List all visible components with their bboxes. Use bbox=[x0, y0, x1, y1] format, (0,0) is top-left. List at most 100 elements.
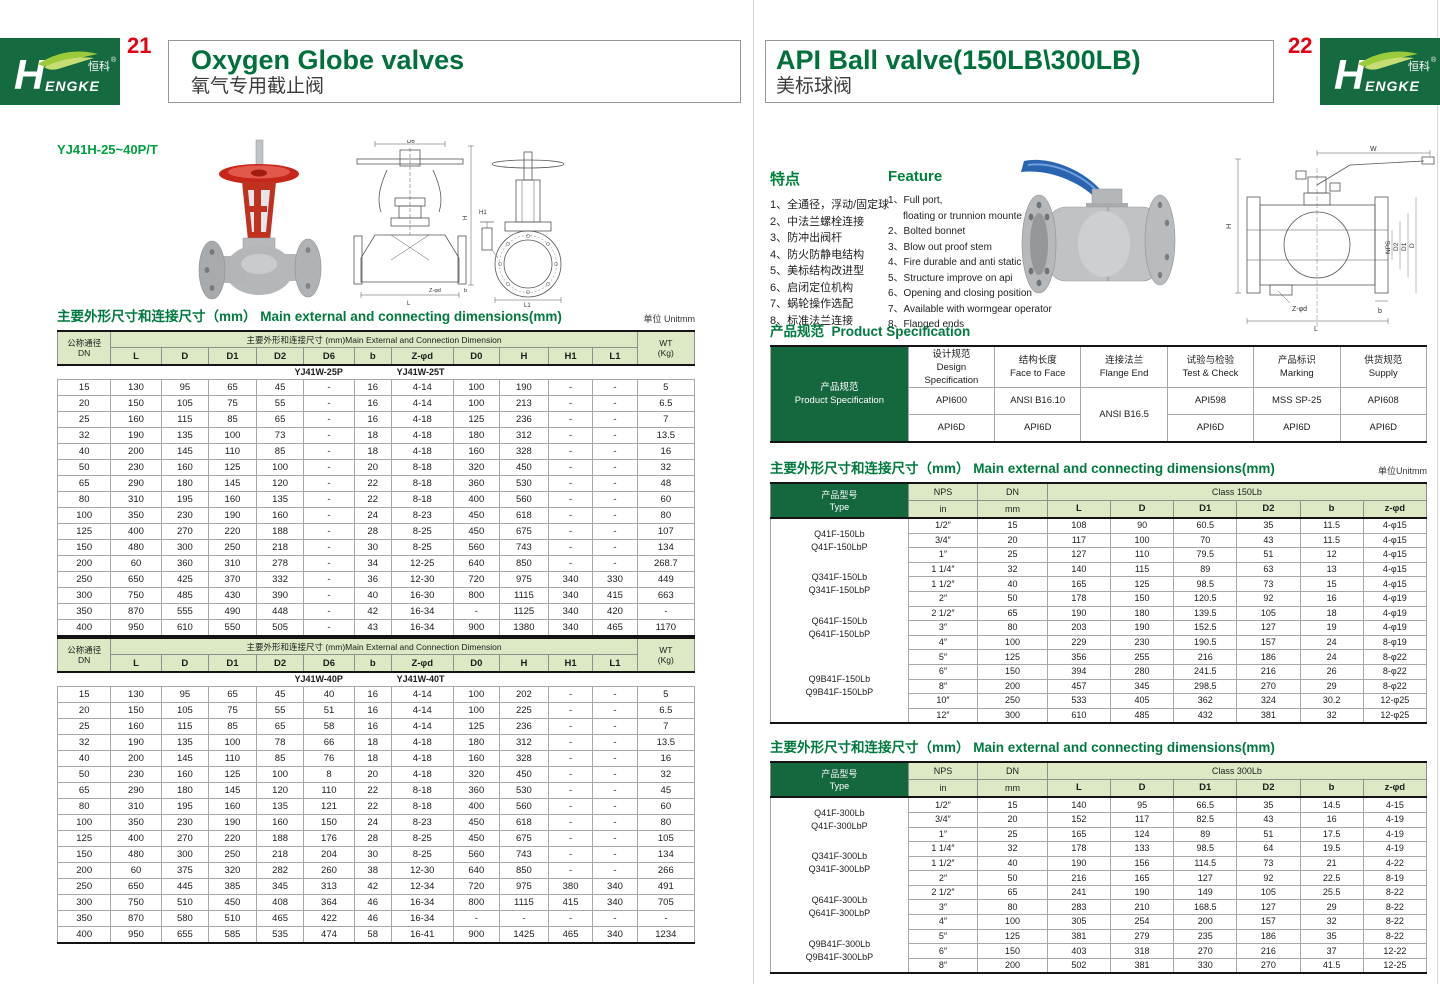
table-cell: 408 bbox=[255, 894, 305, 911]
table-cell: 220 bbox=[208, 523, 257, 540]
table-row: 8″ 200 457 345 298.5 270 29 8-φ22 bbox=[771, 678, 1428, 695]
table-cell: 12-30 bbox=[390, 571, 454, 588]
table-cell: 300 bbox=[56, 894, 112, 911]
table-cell: - bbox=[592, 523, 638, 540]
table-cell: 4-φ15 bbox=[1362, 576, 1428, 592]
table-cell: 127 bbox=[1236, 620, 1301, 636]
table-cell: 450 bbox=[452, 507, 500, 524]
left-title-zh: 氧气专用截止阀 bbox=[191, 76, 325, 97]
table-cell: 450 bbox=[498, 459, 549, 476]
table-cell: 4″ bbox=[907, 914, 979, 930]
table-cell: 66 bbox=[303, 734, 355, 751]
table-cell: 150 bbox=[56, 539, 112, 556]
valve-model-label: YJ41W-25P bbox=[294, 367, 343, 377]
table-cell: 165 bbox=[1046, 576, 1111, 592]
table-cell: 290 bbox=[110, 475, 162, 492]
table-cell: 178 bbox=[1046, 841, 1111, 857]
table-row: 400 950 655 585 535 474 58 16-41 900 1425 465 340 12… bbox=[56, 926, 696, 944]
table-cell: 1 1/4″ bbox=[907, 561, 979, 578]
table-cell: 230 bbox=[110, 766, 162, 783]
table-cell: 25 bbox=[977, 547, 1048, 563]
table-cell: 125 bbox=[208, 766, 257, 783]
table-cell: 156 bbox=[1109, 855, 1175, 872]
table-cell: 4-19 bbox=[1362, 841, 1428, 857]
table-cell: 135 bbox=[160, 734, 210, 751]
table-cell: 21 bbox=[1299, 855, 1364, 872]
table-cell: - bbox=[303, 379, 355, 396]
table-cell: 195 bbox=[160, 491, 210, 508]
table-row: 产品型号 Type NPS DN Class 150Lb bbox=[770, 482, 1428, 519]
table-cell: 178 bbox=[1046, 590, 1111, 607]
table-title-zh: 主要外形尺寸和连接尺寸（mm） bbox=[57, 309, 257, 324]
table-cell: 127 bbox=[1046, 547, 1111, 563]
spec-column-header: 供货规范 Supply bbox=[1339, 345, 1428, 388]
table-cell: - bbox=[547, 686, 594, 703]
table-cell: 46 bbox=[353, 910, 392, 927]
dim-label-w: W bbox=[1370, 146, 1377, 153]
table-cell: 250 bbox=[977, 693, 1048, 709]
column-header: D6 bbox=[303, 347, 355, 366]
table-cell: 8-22 bbox=[1362, 899, 1428, 916]
table-cell: 16-34 bbox=[390, 910, 454, 927]
table-row: 100 350 230 190 160 150 24 8-23 450 618- -80 bbox=[56, 814, 696, 831]
table-cell: 42 bbox=[353, 603, 392, 620]
table-cell: - bbox=[592, 443, 638, 460]
table-cell: 125 bbox=[208, 459, 257, 476]
table-cell: - bbox=[592, 411, 638, 428]
table-cell: 58 bbox=[353, 926, 392, 944]
column-header: L bbox=[110, 654, 162, 673]
table-cell: 236 bbox=[498, 411, 549, 428]
table-cell: 381 bbox=[1236, 707, 1301, 724]
table-cell: 3/4″ bbox=[907, 532, 979, 549]
table-cell: 12-25 bbox=[1362, 957, 1428, 974]
table-cell: 35 bbox=[1299, 928, 1364, 945]
table-cell: 160 bbox=[255, 507, 305, 524]
table-cell: 200 bbox=[110, 443, 162, 460]
table-cell: 117 bbox=[1046, 532, 1111, 549]
feature-item: 7、Available with wormgear operator bbox=[888, 303, 1052, 315]
table-row: 150 480 300 250 218 204 30 8-25 560 743- -134 bbox=[56, 846, 696, 863]
table-cell: 1115 bbox=[498, 894, 549, 911]
spec-column-header: 结构长度 Face to Face bbox=[994, 345, 1082, 388]
table-cell: 975 bbox=[498, 571, 549, 588]
table-cell: - bbox=[547, 782, 594, 799]
column-header: b bbox=[353, 347, 392, 366]
table-cell: 340 bbox=[592, 878, 638, 895]
table-cell: 618 bbox=[498, 507, 549, 524]
table-cell: 400 bbox=[56, 619, 112, 637]
table-cell: 16-30 bbox=[390, 587, 454, 604]
table-cell: - bbox=[636, 603, 696, 620]
table-cell: 268.7 bbox=[636, 555, 696, 572]
table-cell: 270 bbox=[1173, 943, 1238, 959]
table-cell: 216 bbox=[1236, 663, 1301, 680]
spec-column-header: 产品标识 Marking bbox=[1253, 345, 1341, 388]
table-cell: - bbox=[303, 491, 355, 508]
table-cell: 356 bbox=[1046, 649, 1111, 665]
table-cell: 160 bbox=[160, 459, 210, 476]
table-cell: 2 1/2″ bbox=[907, 605, 979, 622]
table-cell: 18 bbox=[1299, 605, 1364, 622]
table-cell: 100 bbox=[1109, 532, 1175, 549]
table-cell: 16 bbox=[636, 750, 696, 767]
column-header: z-φd bbox=[1362, 779, 1428, 798]
table-cell: - bbox=[547, 766, 594, 783]
column-header: H1 bbox=[547, 654, 594, 673]
table-cell: 4-14 bbox=[390, 379, 454, 396]
table-cell: 2″ bbox=[907, 590, 979, 607]
table-cell: 450 bbox=[452, 830, 500, 847]
table-cell: 150 bbox=[110, 702, 162, 719]
spec-title: 产品规范 Product Specification bbox=[770, 320, 1427, 340]
table-cell: 40 bbox=[977, 576, 1048, 592]
table-cell: 176 bbox=[303, 830, 355, 847]
table-cell: 43 bbox=[353, 619, 392, 637]
table-cell: - bbox=[547, 539, 594, 556]
table-cell: 127 bbox=[1173, 870, 1238, 886]
column-header: D6 bbox=[303, 654, 355, 673]
table-cell: 22 bbox=[353, 475, 392, 492]
table-cell: 300 bbox=[977, 707, 1048, 724]
table-cell: - bbox=[547, 475, 594, 492]
table-cell: 65 bbox=[977, 605, 1048, 622]
globe-valve-photo bbox=[188, 138, 333, 311]
table-cell: 533 bbox=[1046, 693, 1111, 709]
